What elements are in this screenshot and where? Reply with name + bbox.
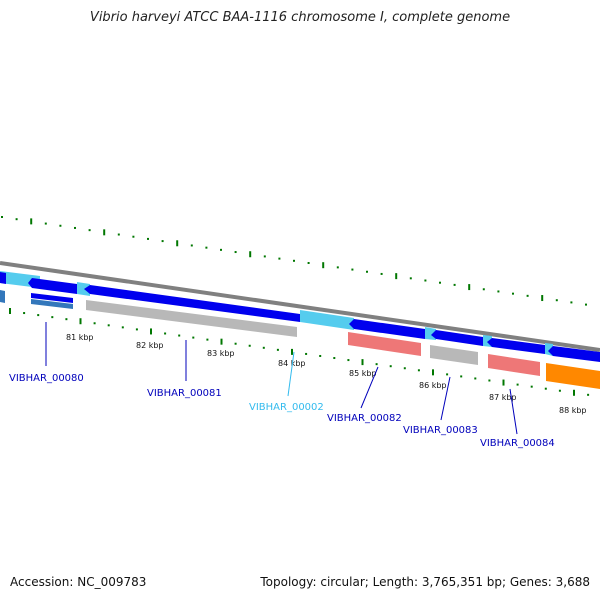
feature-track-reverse: [0, 290, 600, 389]
cds-feature[interactable]: [84, 285, 300, 322]
grey-feature[interactable]: [430, 345, 478, 365]
gene-label[interactable]: VIBHAR_00082: [327, 413, 402, 424]
inner-tick-ring: [9, 308, 590, 396]
gene-leader-line: [509, 388, 518, 435]
cds-feature[interactable]: [0, 290, 5, 303]
gene-label[interactable]: VIBHAR_00084: [480, 438, 555, 449]
backbone-line: [0, 261, 600, 352]
cds-feature[interactable]: [431, 330, 483, 346]
tick-label: 88 kbp: [559, 406, 587, 415]
gene-labels: VIBHAR_00080VIBHAR_00081VIBHAR_00002VIBH…: [9, 373, 555, 449]
cds-feature[interactable]: [349, 319, 425, 339]
cds-feature[interactable]: [0, 272, 6, 284]
gene-label[interactable]: VIBHAR_00002: [249, 402, 324, 413]
gene-label[interactable]: VIBHAR_00080: [9, 373, 84, 384]
gene-label[interactable]: VIBHAR_00081: [147, 388, 222, 399]
accession-text: Accession: NC_009783: [10, 575, 147, 589]
cds-feature[interactable]: [487, 338, 545, 354]
cds-feature[interactable]: [548, 346, 600, 362]
cds-feature[interactable]: [31, 293, 73, 303]
tick-label: 82 kbp: [136, 341, 164, 350]
cds-feature[interactable]: [31, 299, 73, 309]
gene-label[interactable]: VIBHAR_00083: [403, 425, 478, 436]
cds-feature[interactable]: [28, 278, 77, 294]
orange-feature[interactable]: [546, 363, 600, 389]
pink-feature[interactable]: [348, 332, 421, 356]
gene-feature[interactable]: [77, 282, 90, 296]
gene-leader-line: [287, 351, 295, 397]
tick-label: 83 kbp: [207, 349, 235, 358]
grey-feature[interactable]: [86, 300, 297, 337]
gene-leader-line: [360, 366, 379, 409]
tick-label: 81 kbp: [66, 333, 94, 342]
topology-summary: Topology: circular; Length: 3,765,351 bp…: [260, 575, 590, 589]
pink-feature[interactable]: [488, 354, 540, 376]
gene-label-leaders: [45, 322, 518, 435]
tick-label: 87 kbp: [489, 393, 517, 402]
gene-leader-line: [440, 376, 451, 421]
gene-feature[interactable]: [300, 310, 354, 330]
tick-label: 86 kbp: [419, 381, 447, 390]
tick-label: 85 kbp: [349, 369, 377, 378]
outer-tick-ring: [1, 216, 587, 306]
kbp-tick-labels: 81 kbp 82 kbp 83 kbp 84 kbp 85 kbp 86 kbp 87 k…: [66, 333, 587, 415]
tick-label: 84 kbp: [278, 359, 306, 368]
feature-track-forward: [0, 271, 600, 362]
map-title: Vibrio harveyi ATCC BAA-1116 chromosome …: [89, 10, 511, 25]
